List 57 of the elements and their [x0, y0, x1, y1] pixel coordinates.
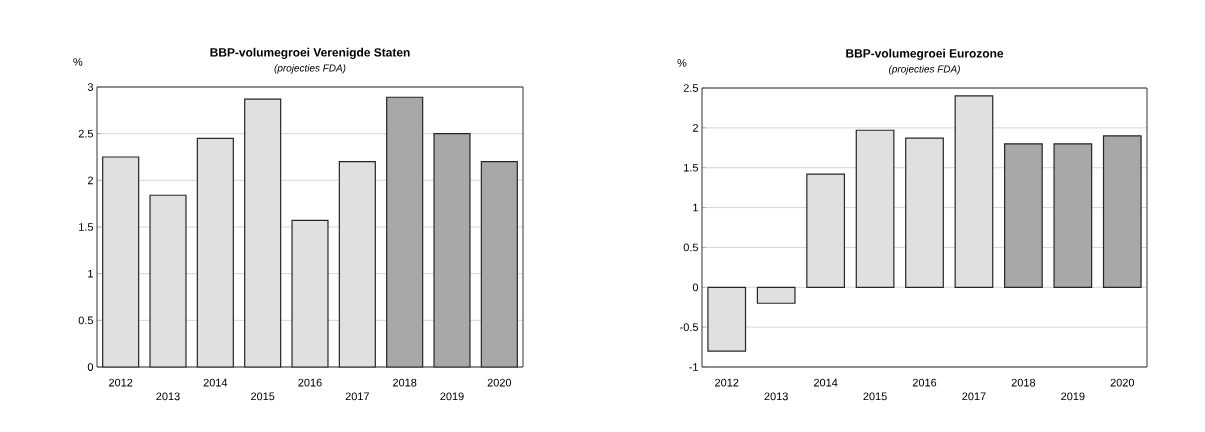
bar: [386, 96, 424, 368]
x-tick-label: 2020: [1110, 378, 1135, 387]
y-tick-label: -0.5: [680, 323, 699, 332]
x-tick-label: 2013: [156, 392, 180, 401]
y-tick-label: 2: [692, 124, 698, 132]
y-axis-title: %: [677, 59, 687, 67]
x-tick-label: 2019: [1061, 392, 1085, 401]
bar: [291, 219, 329, 368]
bar: [707, 286, 747, 352]
bar: [1102, 135, 1142, 288]
y-tick-label: 0.5: [683, 243, 699, 252]
x-tick-label: 2012: [715, 378, 739, 387]
x-tick-label: 2016: [298, 378, 322, 387]
y-tick-label: 1.5: [79, 223, 94, 231]
bar: [196, 137, 234, 368]
y-tick-label: 1: [693, 203, 698, 212]
y-tick-label: -1: [689, 363, 698, 371]
chart-subtitle: (projecties FDA): [274, 64, 346, 74]
x-tick-label: 2018: [393, 378, 417, 387]
bar: [954, 95, 994, 288]
x-tick-label: 2015: [863, 392, 887, 401]
x-tick-label: 2018: [1011, 378, 1036, 387]
bar: [756, 286, 796, 304]
y-axis-title: %: [73, 57, 83, 66]
bar: [338, 161, 376, 368]
bar: [1004, 143, 1043, 288]
x-tick-label: 2014: [813, 378, 838, 387]
y-tick-label: 1: [88, 269, 93, 278]
x-tick-label: 2012: [109, 378, 133, 387]
bar: [480, 161, 518, 368]
y-tick-label: 0.5: [78, 316, 94, 325]
y-tick-label: 2.5: [683, 84, 699, 92]
bar: [433, 133, 471, 368]
bar: [149, 194, 187, 368]
x-tick-label: 2015: [251, 392, 275, 401]
x-tick-label: 2016: [912, 378, 937, 387]
y-tick-label: 1.5: [684, 163, 699, 172]
bar: [855, 129, 895, 288]
chart-title: BBP-volumegroei Verenigde Staten: [210, 47, 410, 60]
bar: [244, 98, 282, 368]
bar: [102, 156, 140, 368]
y-tick-label: 2.5: [78, 129, 94, 138]
y-tick-label: 0: [87, 363, 94, 371]
bar: [905, 137, 944, 288]
x-tick-label: 2020: [487, 378, 512, 387]
bar: [1053, 143, 1093, 288]
x-tick-label: 2019: [440, 392, 464, 401]
chart-subtitle: (projecties FDA): [889, 65, 960, 75]
y-tick-label: 3: [87, 83, 93, 91]
bar: [806, 173, 846, 288]
x-tick-label: 2017: [345, 392, 369, 401]
x-tick-label: 2014: [203, 378, 228, 387]
chart-title: BBP-volumegroei Eurozone: [846, 48, 1004, 61]
y-tick-label: 2: [87, 176, 93, 185]
y-tick-label: 0: [692, 283, 699, 292]
x-tick-label: 2017: [962, 392, 986, 401]
x-tick-label: 2013: [764, 392, 788, 401]
